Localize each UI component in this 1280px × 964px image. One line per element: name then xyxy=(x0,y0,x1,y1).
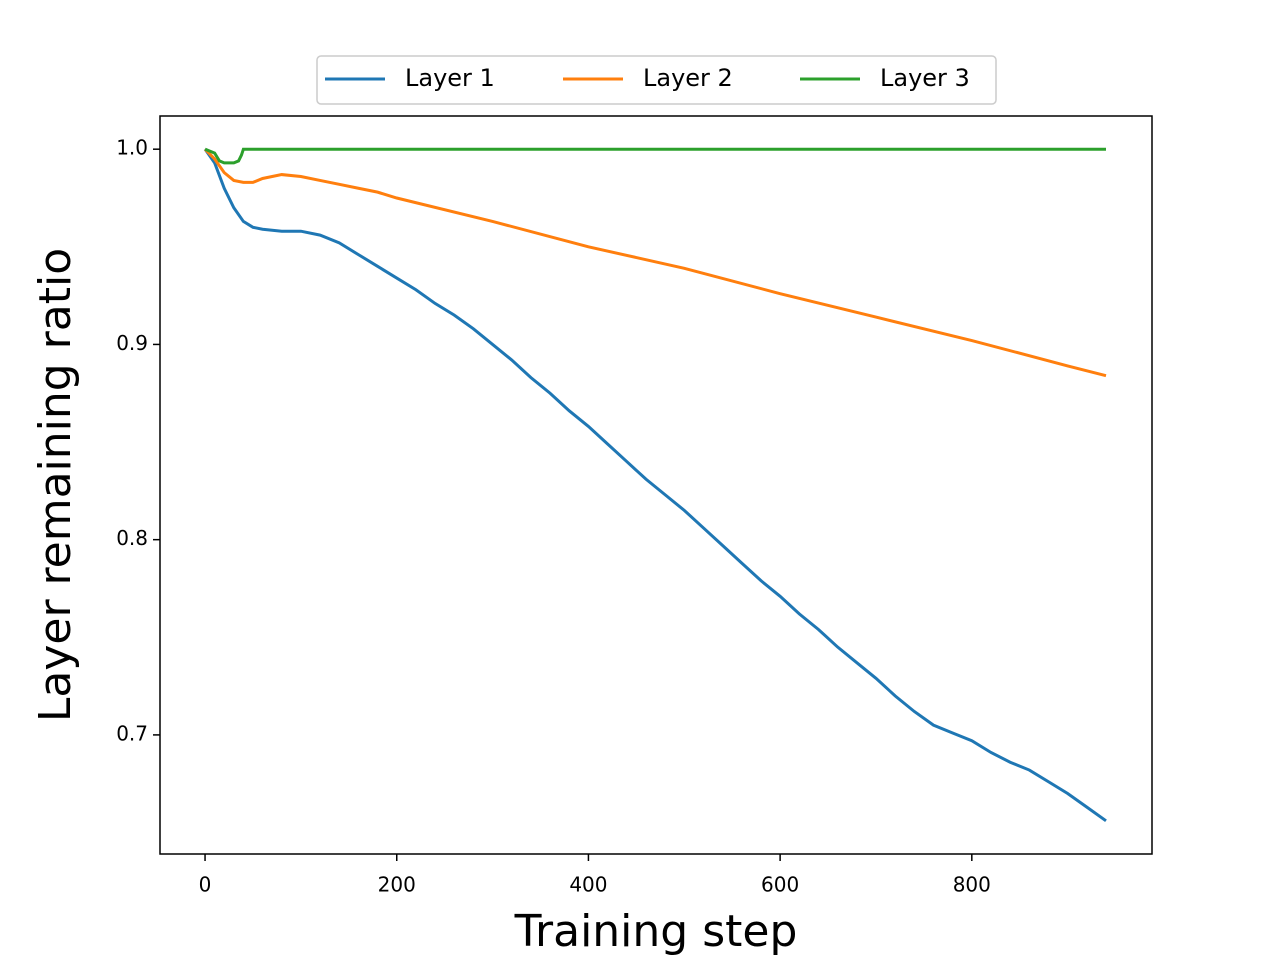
legend-label: Layer 3 xyxy=(880,64,970,92)
y-tick-label: 1.0 xyxy=(116,136,148,160)
y-tick-label: 0.7 xyxy=(116,721,148,745)
legend-box xyxy=(316,55,997,105)
x-tick-label: 200 xyxy=(378,873,416,897)
x-tick-label: 800 xyxy=(953,873,991,897)
y-tick-label: 0.8 xyxy=(116,526,148,550)
x-tick-label: 600 xyxy=(761,873,799,897)
x-tick-label: 400 xyxy=(569,873,607,897)
x-tick-label: 0 xyxy=(199,873,212,897)
y-tick-label: 0.9 xyxy=(116,331,148,355)
series-line xyxy=(204,147,1106,165)
x-axis-label: Training step xyxy=(514,906,798,957)
series-line xyxy=(203,148,1107,378)
series-line xyxy=(203,148,1107,823)
plot-frame xyxy=(159,115,1153,855)
y-axis-label: Layer remaining ratio xyxy=(30,248,81,722)
legend-label: Layer 2 xyxy=(643,64,733,92)
legend-label: Layer 1 xyxy=(405,64,495,92)
